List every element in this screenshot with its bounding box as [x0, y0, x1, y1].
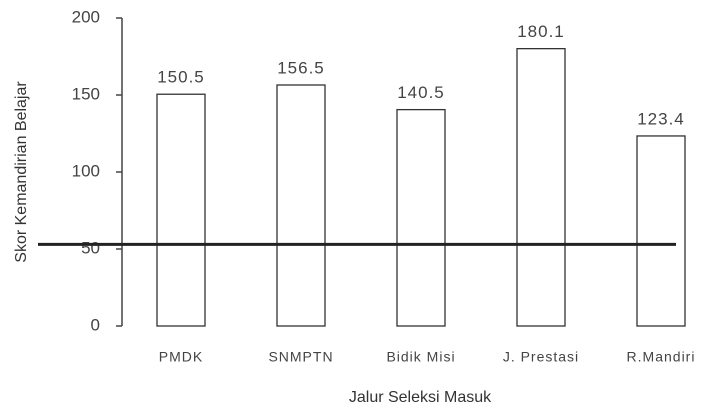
x-axis-label: Jalur Seleksi Masuk: [349, 389, 492, 406]
y-tick-label: 0: [91, 315, 100, 334]
x-tick-label: R.Mandiri: [627, 349, 696, 365]
data-label: 156.5: [277, 58, 325, 77]
data-label: 150.5: [157, 68, 205, 87]
y-tick-label: 100: [72, 161, 100, 180]
y-tick-label: 200: [72, 7, 100, 26]
bar: [156, 93, 206, 327]
x-tick-label: Bidik Misi: [386, 349, 455, 365]
bar: [396, 108, 446, 327]
bar: [516, 47, 566, 327]
data-label: 180.1: [517, 22, 565, 41]
bar: [276, 84, 326, 327]
data-label: 140.5: [397, 83, 445, 102]
bar: [636, 135, 686, 327]
y-tick-label: 150: [72, 84, 100, 103]
y-axis-label: Skor Kemandirian Belajar: [13, 81, 30, 263]
y-tick-label: 50: [81, 238, 100, 257]
x-tick-label: SNMPTN: [268, 349, 333, 365]
x-tick-label: PMDK: [159, 349, 203, 365]
data-label: 123.4: [637, 109, 685, 128]
x-tick-label: J. Prestasi: [503, 349, 579, 365]
